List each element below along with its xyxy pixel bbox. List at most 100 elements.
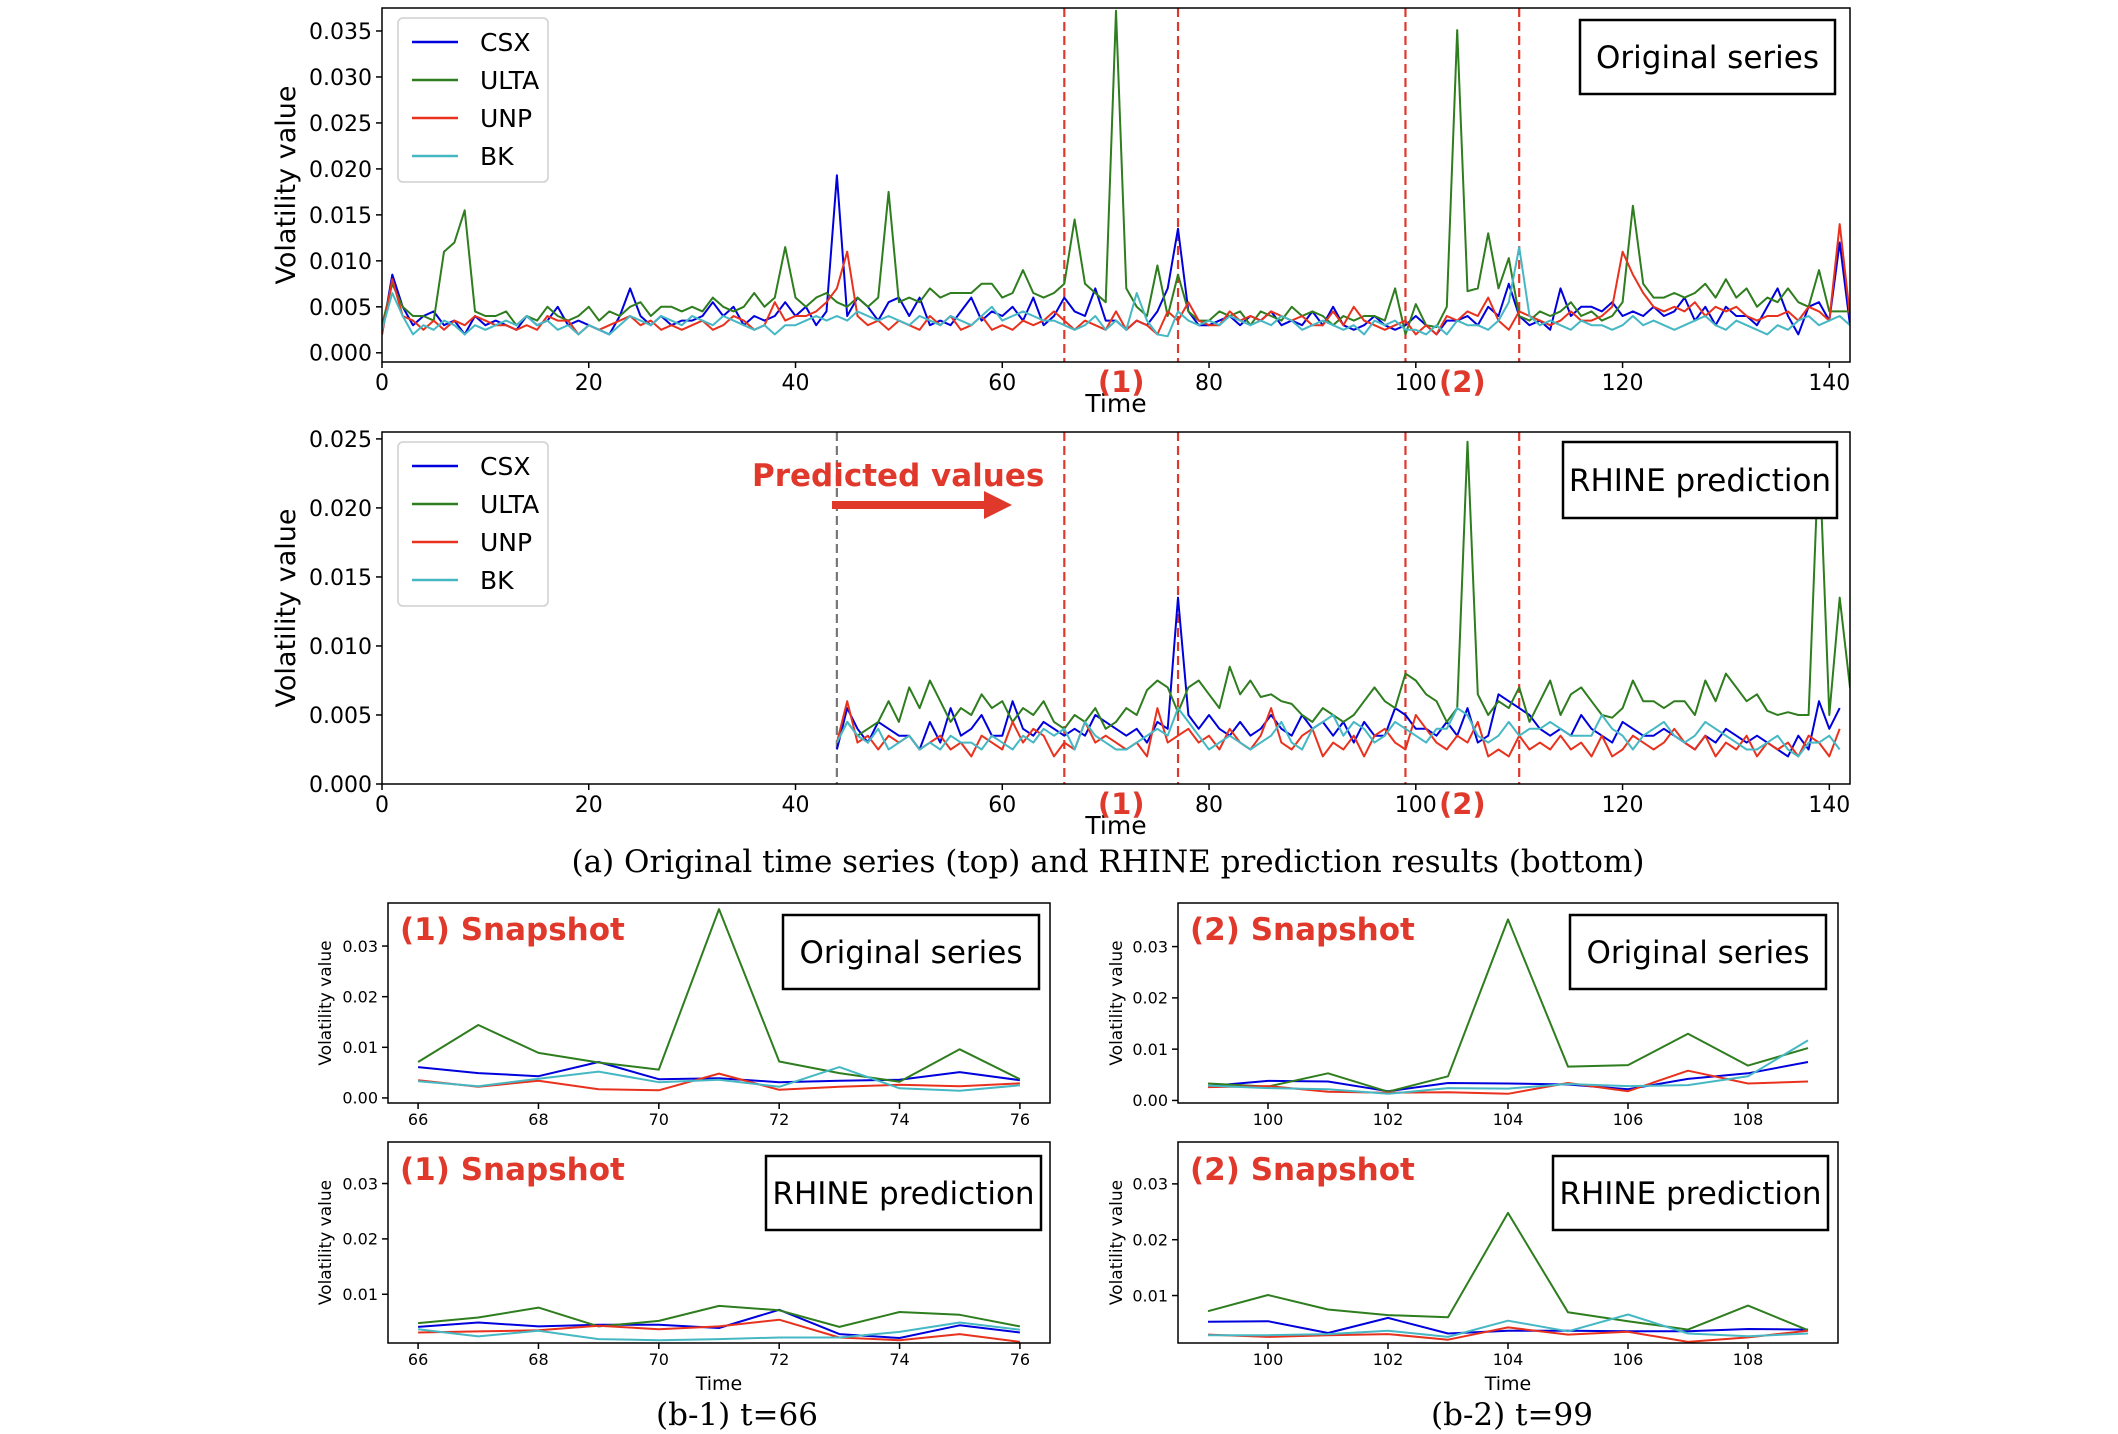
series-line-bk <box>1208 1313 1809 1338</box>
snapshot-title: (1) Snapshot <box>400 912 625 948</box>
plot-frame <box>381 431 1851 785</box>
series-lines <box>1207 918 1809 1095</box>
series-line-csx <box>418 1308 1021 1339</box>
y-tick-label: 0.01 <box>1132 1040 1168 1059</box>
x-tick-label: 100 <box>1253 1350 1284 1369</box>
y-axis-label: Volatility value <box>271 86 302 285</box>
series-line-ulta <box>1207 918 1809 1093</box>
x-tick-label: 120 <box>1602 793 1644 818</box>
series-line-ulta <box>418 1304 1021 1328</box>
boxed-label-frame <box>1561 440 1839 520</box>
x-axis-label: Time <box>1084 389 1146 418</box>
boxed-label: RHINE prediction <box>1569 463 1831 499</box>
x-tick-label: 140 <box>1808 793 1850 818</box>
x-tick-label: 80 <box>1195 371 1223 396</box>
y-tick-label: 0.020 <box>309 158 372 183</box>
y-tick-label: 0.02 <box>1132 1230 1168 1249</box>
legend-label-unp: UNP <box>480 528 532 557</box>
caption-b1: (b-1) t=66 <box>656 1397 818 1433</box>
legend: CSX ULTA UNP BK <box>397 441 549 607</box>
y-axis-label: Volatility value <box>316 940 336 1065</box>
series-line-ulta <box>1207 1211 1809 1332</box>
series-line-bk <box>418 1066 1020 1092</box>
series-line-ulta <box>417 908 1021 1083</box>
x-tick-label: 70 <box>649 1110 669 1129</box>
y-tick-label: 0.005 <box>309 296 372 321</box>
x-axis-label: Time <box>1084 811 1146 840</box>
y-tick-label: 0.03 <box>1132 1175 1168 1194</box>
x-tick-label: 72 <box>769 1350 789 1369</box>
x-tick-label: 140 <box>1808 371 1850 396</box>
x-tick-label: 0 <box>375 793 389 818</box>
series-line-bk <box>417 1321 1021 1342</box>
region-label: (1) <box>1098 365 1145 399</box>
series-line-unp <box>418 1318 1021 1343</box>
snapshot-title: (1) Snapshot <box>400 1152 625 1188</box>
x-tick-label: 0 <box>375 371 389 396</box>
series-line-csx <box>835 596 1841 758</box>
plot-frame <box>381 7 1851 363</box>
x-axis-label: Time <box>1484 1373 1532 1395</box>
legend-label-csx: CSX <box>480 28 530 57</box>
y-tick-label: 0.02 <box>342 1230 378 1249</box>
y-axis-label: Volatility value <box>1107 1180 1127 1305</box>
chart-bottom: 0 20 40 60 80 100 120 140 0.000 0.005 0.010 0.015 0.… <box>271 428 1851 840</box>
y-tick-label: 0.01 <box>342 1038 378 1057</box>
boxed-label: Original series <box>800 935 1023 971</box>
chart-s2o: 100 102 104 106 108 0.00 0.01 0.02 0.03 Volatilit… <box>1107 902 1839 1129</box>
caption-b2: (b-2) t=99 <box>1431 1397 1593 1433</box>
y-tick-label: 0.025 <box>309 112 372 137</box>
x-tick-label: 20 <box>575 371 603 396</box>
x-tick-label: 104 <box>1493 1110 1524 1129</box>
legend: CSX ULTA UNP BK <box>397 17 549 183</box>
series-line-csx <box>418 1061 1021 1084</box>
y-tick-label: 0.020 <box>309 497 372 522</box>
chart-s1o: 66 68 70 72 74 76 0.00 0.01 0.02 0.03 Volatility v… <box>316 902 1051 1129</box>
legend-label-ulta: ULTA <box>480 490 539 519</box>
y-tick-label: 0.010 <box>309 635 372 660</box>
region-label: (2) <box>1439 365 1486 399</box>
series-line-bk <box>1207 1039 1809 1095</box>
x-tick-label: 100 <box>1395 793 1437 818</box>
x-axis-label: Time <box>695 1373 743 1395</box>
plot-frame <box>387 902 1051 1104</box>
plot-frame <box>387 1141 1051 1344</box>
y-tick-label: 0.005 <box>309 704 372 729</box>
x-tick-label: 68 <box>528 1110 548 1129</box>
boxed-label-frame <box>1568 913 1828 991</box>
x-tick-label: 20 <box>575 793 603 818</box>
series-lines <box>417 1304 1021 1343</box>
series-line-bk <box>382 246 1850 338</box>
x-tick-label: 70 <box>649 1350 669 1369</box>
y-tick-label: 0.015 <box>309 566 372 591</box>
region-label: (1) <box>1098 787 1145 821</box>
series-line-bk <box>836 707 1841 758</box>
x-tick-label: 68 <box>528 1350 548 1369</box>
boxed-label: Original series <box>1587 935 1810 971</box>
x-tick-label: 76 <box>1010 1110 1030 1129</box>
y-tick-label: 0.00 <box>342 1089 378 1108</box>
series-line-unp <box>1207 1069 1809 1095</box>
plot-frame <box>1177 1141 1839 1344</box>
chart-s1p: 66 68 70 72 74 76 0.01 0.02 0.03 Volatility value… <box>316 1141 1051 1395</box>
x-tick-label: 108 <box>1733 1110 1764 1129</box>
x-tick-label: 106 <box>1613 1110 1644 1129</box>
x-tick-label: 100 <box>1395 371 1437 396</box>
x-tick-label: 66 <box>408 1350 428 1369</box>
series-lines <box>382 9 1850 338</box>
boxed-label-frame <box>781 913 1041 991</box>
legend-label-csx: CSX <box>480 452 530 481</box>
series-line-csx <box>1207 1061 1809 1093</box>
predicted-values-annotation: Predicted values <box>752 458 1044 494</box>
boxed-label-frame <box>1551 1154 1830 1232</box>
x-tick-label: 40 <box>782 371 810 396</box>
y-tick-label: 0.000 <box>309 342 372 367</box>
x-tick-label: 108 <box>1733 1350 1764 1369</box>
y-tick-label: 0.025 <box>309 428 372 453</box>
x-tick-label: 60 <box>988 793 1016 818</box>
x-tick-label: 106 <box>1613 1350 1644 1369</box>
x-tick-label: 80 <box>1195 793 1223 818</box>
legend-label-ulta: ULTA <box>480 66 539 95</box>
boxed-label-frame <box>1578 18 1837 96</box>
